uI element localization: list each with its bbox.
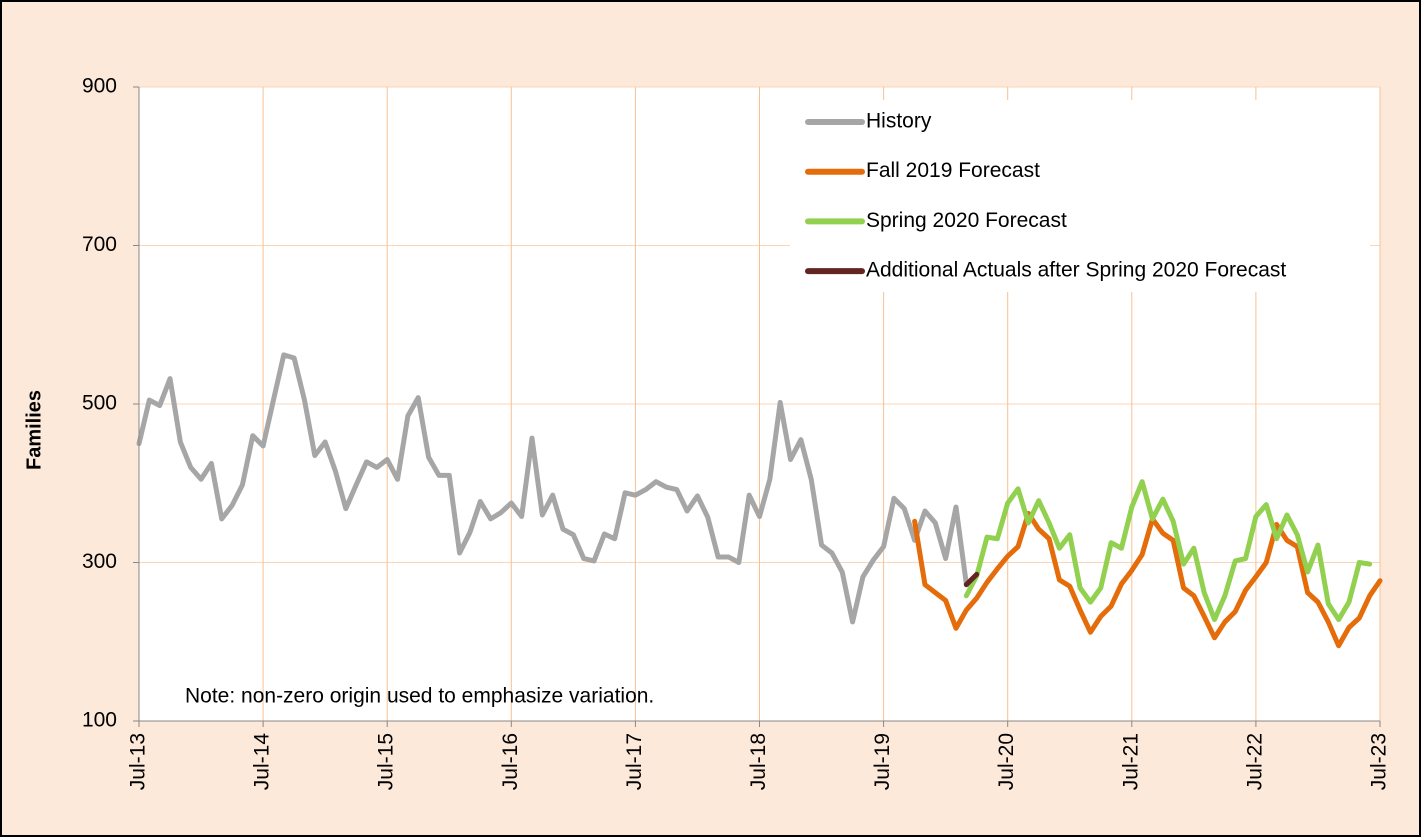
y-tick-label: 700: [82, 233, 117, 256]
legend-label: Fall 2019 Forecast: [866, 159, 1040, 182]
x-tick-label: Jul-22: [1243, 733, 1266, 790]
series-line: [136, 352, 969, 625]
x-tick-label: Jul-17: [623, 733, 646, 790]
x-tick-label: Jul-15: [375, 733, 398, 790]
x-tick-label: Jul-19: [871, 733, 894, 790]
x-tick-label: Jul-21: [1119, 733, 1142, 790]
lines: [136, 352, 1383, 649]
legend-label: History: [866, 110, 932, 133]
x-tick-label: Jul-13: [127, 733, 150, 790]
y-tick-label: 300: [82, 550, 117, 573]
x-tick-label: Jul-14: [251, 733, 274, 791]
legend-label: Additional Actuals after Spring 2020 For…: [866, 259, 1286, 282]
x-tick-label: Jul-18: [747, 733, 770, 790]
x-tick-label: Jul-20: [995, 733, 1018, 790]
x-tick-label: Jul-23: [1368, 733, 1391, 790]
series-line: [963, 479, 1373, 623]
series-line: [912, 510, 1383, 649]
legend: [790, 100, 1370, 292]
y-tick-label: 100: [82, 709, 117, 732]
series-line: [963, 571, 980, 588]
y-axis-label: Families: [23, 390, 45, 470]
y-tick-label: 900: [82, 75, 117, 98]
x-tick-label: Jul-16: [499, 733, 522, 790]
legend-label: Spring 2020 Forecast: [866, 209, 1067, 232]
annotation: Note: non-zero origin used to emphasize …: [185, 685, 654, 708]
y-tick-label: 500: [82, 392, 117, 415]
